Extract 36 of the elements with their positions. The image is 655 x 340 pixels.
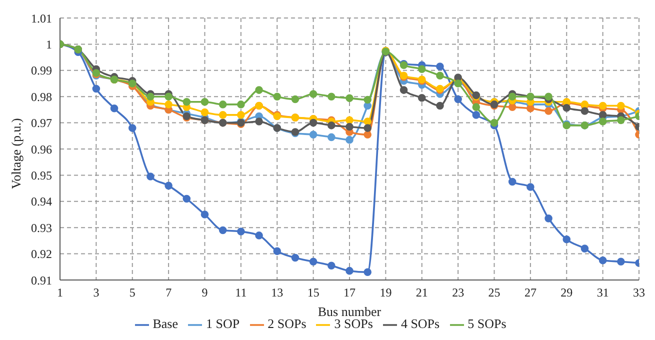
x-tick-label: 7 xyxy=(166,286,172,300)
y-tick-label: 0.95 xyxy=(31,168,52,182)
y-tick-label: 0.94 xyxy=(31,194,52,209)
x-tick-label: 25 xyxy=(488,286,500,300)
y-tick-label: 1 xyxy=(46,37,52,52)
y-tick-label: 0.99 xyxy=(31,64,52,78)
x-tick-label: 13 xyxy=(271,286,284,300)
x-tick-label: 3 xyxy=(93,286,100,300)
x-tick-label: 27 xyxy=(524,286,536,300)
y-tick-label: 0.98 xyxy=(31,90,52,104)
y-tick-label: 0.96 xyxy=(31,142,52,156)
y-tick-label: 0.92 xyxy=(31,247,52,262)
legend-label: Base xyxy=(152,316,178,331)
y-axis-title: Voltage (p.u.) xyxy=(8,118,24,189)
y-tick-label: 1.01 xyxy=(31,11,52,26)
x-tick-label: 19 xyxy=(380,286,392,300)
x-axis-title: Bus number xyxy=(318,304,382,319)
x-tick-label: 31 xyxy=(596,286,609,300)
x-tick-label: 21 xyxy=(416,286,428,300)
x-tick-label: 17 xyxy=(344,286,356,300)
legend-label: 4 SOPs xyxy=(400,316,440,331)
legend-label: 3 SOPs xyxy=(334,316,373,331)
x-tick-label: 33 xyxy=(633,286,645,300)
x-tick-label: 9 xyxy=(202,286,208,300)
x-tick-label: 1 xyxy=(57,286,63,300)
x-tick-label: 29 xyxy=(560,286,573,300)
x-tick-label: 5 xyxy=(129,286,136,300)
y-tick-label: 0.91 xyxy=(31,273,52,288)
x-tick-label: 23 xyxy=(452,286,464,300)
legend-label: 5 SOPs xyxy=(468,316,506,331)
y-tick-label: 0.97 xyxy=(31,116,52,130)
legend-label: 2 SOPs xyxy=(268,316,306,331)
legend-label: 1 SOP xyxy=(206,316,240,331)
x-tick-label: 15 xyxy=(307,286,320,300)
x-tick-label: 11 xyxy=(235,286,247,300)
y-tick-label: 0.93 xyxy=(31,220,52,235)
